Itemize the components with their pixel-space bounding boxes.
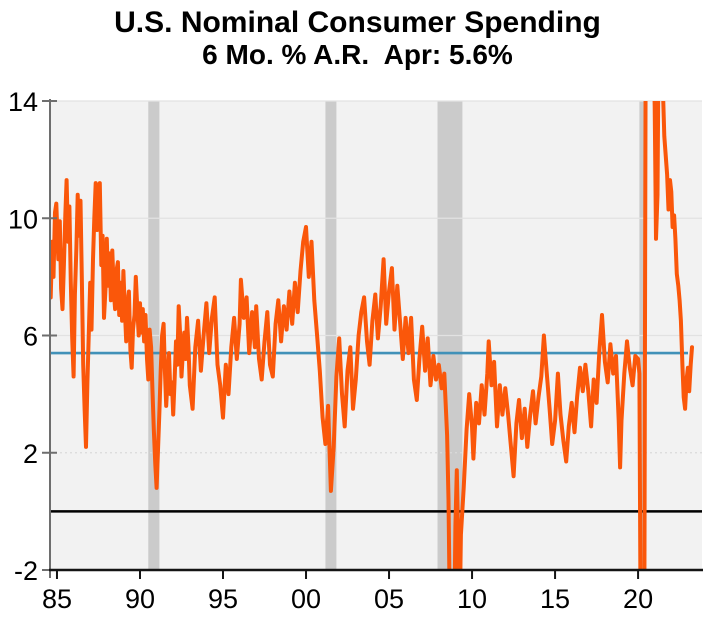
x-tick-label: 10 bbox=[457, 584, 487, 614]
x-tick-label: 00 bbox=[291, 584, 321, 614]
spending-line bbox=[50, 101, 694, 570]
y-tick-label: 10 bbox=[8, 204, 38, 234]
chart-subtitle: 6 Mo. % A.R. Apr: 5.6% bbox=[202, 39, 513, 70]
y-tick-label: 6 bbox=[23, 322, 38, 352]
x-tick-label: 15 bbox=[540, 584, 570, 614]
y-tick-label: 2 bbox=[23, 439, 38, 469]
x-tick-label: 95 bbox=[208, 584, 238, 614]
x-tick-label: 05 bbox=[374, 584, 404, 614]
x-tick-label: 20 bbox=[623, 584, 653, 614]
x-tick-label: 90 bbox=[125, 584, 155, 614]
y-tick-label: 14 bbox=[8, 87, 38, 117]
x-tick-label: 85 bbox=[42, 584, 72, 614]
chart-title: U.S. Nominal Consumer Spending bbox=[114, 6, 601, 39]
y-tick-label: -2 bbox=[14, 556, 38, 586]
